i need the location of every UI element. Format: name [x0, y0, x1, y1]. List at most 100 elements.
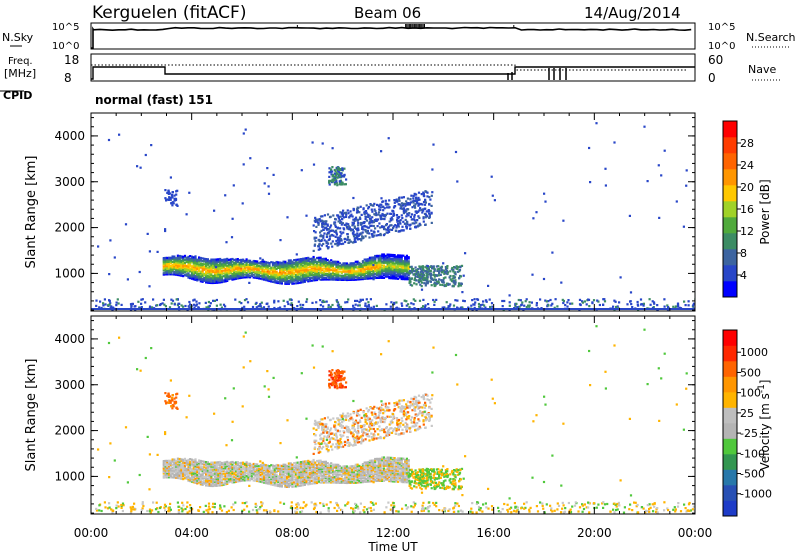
- velocity-echo-cell: [307, 479, 310, 482]
- power-echo-cell: [386, 268, 389, 271]
- velocity-echo-cell: [301, 475, 305, 479]
- velocity-echo-cell: [235, 476, 238, 479]
- power-echo-cell: [393, 259, 396, 262]
- velocity-echo-cell: [215, 479, 218, 482]
- velocity-echo-cell: [205, 473, 208, 476]
- power-echo-cell: [192, 272, 195, 275]
- velocity-echo-cell: [220, 479, 224, 483]
- velocity-echo-cell: [305, 461, 308, 464]
- velocity-echo-cell: [210, 482, 213, 485]
- power-echo-cell: [331, 264, 334, 267]
- velocity-echo-cell: [229, 466, 232, 469]
- power-echo-cell: [395, 259, 398, 262]
- power-clutter-cell: [108, 303, 111, 306]
- velocity-echo-cell: [256, 478, 259, 481]
- power-early-cell: [175, 193, 178, 196]
- power-echo-cell: [173, 255, 176, 258]
- velocity-echo-cell: [168, 474, 171, 477]
- velocity-echo-cell: [185, 462, 188, 465]
- power-clutter-cell: [207, 305, 210, 308]
- power-scatter-cell: [352, 218, 355, 221]
- power-clutter-cell: [443, 306, 446, 309]
- power-echo-cell: [264, 279, 268, 282]
- power-echo-cell: [296, 258, 299, 261]
- velocity-echo-cell: [294, 477, 298, 480]
- velocity-echo-cell: [182, 478, 185, 481]
- power-echo-cell: [294, 263, 298, 266]
- power-echo-cell: [259, 277, 262, 280]
- velocity-echo-cell: [257, 465, 261, 468]
- velocity-echo-cell: [171, 466, 174, 469]
- velocity-echo-cell: [217, 469, 220, 472]
- power-late-cell: [430, 284, 433, 287]
- power-clutter-cell: [683, 300, 686, 303]
- velocity-echo-cell: [308, 469, 312, 472]
- power-echo-cell: [219, 281, 222, 284]
- power-clutter-cell: [175, 298, 178, 301]
- velocity-echo-cell: [192, 470, 195, 473]
- velocity-echo-cell: [286, 466, 289, 469]
- power-echo-cell: [300, 259, 303, 262]
- power-speckle-cell: [372, 278, 375, 281]
- power-scatter-cell: [368, 236, 371, 239]
- velocity-echo-cell: [307, 483, 310, 486]
- power-scatter-cell: [334, 217, 337, 221]
- power-scatter-cell: [351, 232, 354, 235]
- power-echo-cell: [284, 268, 287, 272]
- power-echo-cell: [370, 256, 373, 259]
- power-echo-cell: [293, 282, 296, 285]
- power-echo-cell: [227, 258, 231, 261]
- power-late-cell: [427, 267, 430, 270]
- power-scatter-cell: [367, 215, 370, 218]
- power-clutter-cell: [489, 305, 492, 309]
- power-scatter-cell: [422, 192, 425, 195]
- power-scatter-cell: [348, 238, 351, 241]
- power-patch-cell: [334, 174, 338, 177]
- power-echo-cell: [279, 275, 282, 278]
- velocity-echo-cell: [180, 465, 183, 468]
- power-echo-cell: [330, 275, 333, 278]
- velocity-echo-cell: [173, 459, 176, 463]
- power-patch-cell: [328, 179, 331, 182]
- velocity-echo-cell: [233, 464, 236, 467]
- power-clutter-cell: [456, 299, 459, 302]
- power-echo-cell: [176, 254, 179, 257]
- power-clutter-cell: [414, 299, 417, 302]
- power-scatter-cell: [401, 207, 404, 210]
- velocity-echo-cell: [312, 476, 315, 479]
- power-echo-cell: [192, 257, 195, 260]
- power-echo-cell: [249, 270, 252, 273]
- power-echo-cell: [175, 273, 178, 276]
- power-echo-cell: [345, 270, 349, 273]
- velocity-echo-cell: [335, 477, 338, 480]
- velocity-echo-cell: [229, 461, 232, 464]
- velocity-echo-cell: [208, 464, 211, 467]
- power-echo-cell: [363, 273, 366, 276]
- power-echo-cell: [382, 254, 386, 257]
- power-echo-cell: [298, 265, 301, 268]
- power-late-cell: [442, 279, 445, 282]
- velocity-echo-cell: [280, 466, 283, 469]
- velocity-echo-cell: [205, 481, 208, 484]
- velocity-echo-cell: [335, 465, 338, 468]
- power-echo-cell: [347, 272, 350, 275]
- power-echo-cell: [185, 274, 188, 277]
- velocity-echo-cell: [280, 464, 283, 467]
- power-echo-cell: [310, 276, 313, 279]
- power-clutter-cell: [517, 298, 520, 302]
- power-scatter-cell: [353, 226, 356, 229]
- velocity-echo-cell: [224, 480, 227, 483]
- power-speckle-cell: [279, 239, 282, 242]
- velocity-echo-cell: [185, 463, 188, 466]
- power-scatter-cell: [350, 229, 353, 232]
- power-echo-cell: [368, 258, 371, 261]
- velocity-echo-cell: [226, 480, 229, 483]
- power-echo-cell: [296, 276, 299, 279]
- power-scatter-cell: [385, 228, 388, 231]
- power-echo-cell: [303, 257, 306, 260]
- power-scatter-cell: [415, 221, 418, 224]
- power-early-cell: [167, 198, 170, 201]
- velocity-echo-cell: [203, 463, 206, 466]
- power-echo-cell: [224, 277, 227, 280]
- velocity-echo-cell: [171, 470, 174, 473]
